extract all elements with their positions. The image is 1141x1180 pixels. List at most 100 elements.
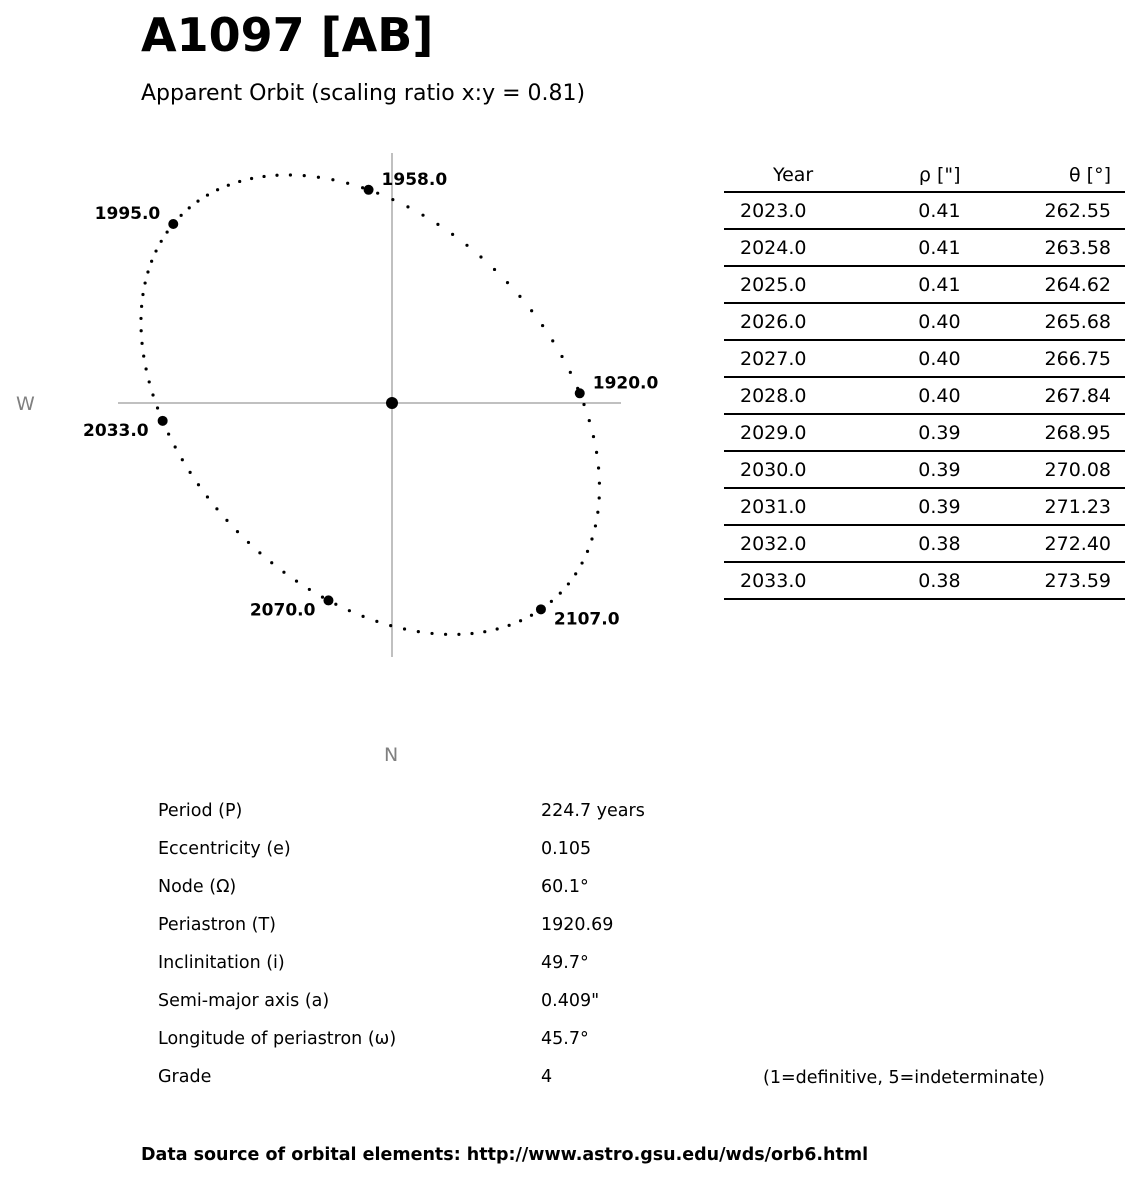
orbit-dot [421,213,425,217]
orbit-dot [507,623,511,627]
orbit-dot [582,402,586,407]
epoch-marker [157,415,168,426]
table-row: 2029.0 0.39 268.95 [724,414,1125,452]
orbit-dot [180,458,184,462]
theta-cell: 273.59 [960,562,1125,600]
epoch-label: 1920.0 [593,373,659,393]
year-cell: 2033.0 [724,562,814,600]
theta-cell: 271.23 [960,488,1125,526]
orbit-dot [560,354,564,359]
year-cell: 2027.0 [724,340,814,378]
north-label: N [384,744,398,766]
orbit-dot [483,630,487,634]
orbit-dot [465,243,469,247]
orbit-dot [585,549,590,553]
orbit-dot [430,631,434,636]
theta-cell: 265.68 [960,303,1125,341]
orbit-dot [587,418,591,423]
orbit-dot [225,518,229,522]
element-value: 4 [541,1067,553,1087]
orbit-dot [347,609,351,613]
orbit-dot [282,570,286,574]
orbit-dot [451,232,455,237]
orbit-dot [226,183,230,187]
table-row: 2028.0 0.40 267.84 [724,377,1125,415]
orbit-dot [376,191,380,195]
orbit-dot [187,206,191,210]
orbit-dot [361,186,365,190]
element-label: Periastron (T) [158,915,276,935]
orbit-dot [188,470,192,474]
theta-cell: 266.75 [960,340,1125,378]
rho-cell: 0.41 [813,192,961,230]
orbit-dot [235,530,240,534]
orbit-dot [436,222,440,226]
table-row: 2026.0 0.40 265.68 [724,303,1125,341]
orbit-dot [479,255,483,259]
element-value: 49.7° [541,953,589,973]
epoch-label: 1958.0 [382,170,448,190]
orbit-dot [205,495,210,499]
epoch-label: 1995.0 [95,204,161,224]
theta-cell: 262.55 [960,192,1125,230]
year-cell: 2025.0 [724,266,814,304]
orbit-dot [492,267,497,272]
theta-cell: 267.84 [960,377,1125,415]
orbit-dot [302,174,306,178]
col-rho: ρ ["] [813,158,961,193]
orbit-dot [597,496,601,500]
orbit-dot [558,591,562,595]
orbit-dot [597,481,602,485]
orbit-dot [215,188,220,192]
table-row: 2025.0 0.41 264.62 [724,266,1125,304]
orbit-dot [320,595,325,599]
orbit-dot [154,249,158,253]
orbit-dot [238,179,242,184]
element-label: Semi-major axis (a) [158,991,330,1011]
orbit-dot [580,561,584,565]
year-cell: 2023.0 [724,192,814,230]
epoch-label: 2107.0 [554,609,620,629]
rho-cell: 0.38 [813,525,961,563]
orbit-dot [167,432,171,436]
theta-cell: 270.08 [960,451,1125,489]
orbit-dot [590,537,594,541]
orbit-dot [594,450,599,455]
rho-cell: 0.39 [813,451,961,489]
orbit-dot [275,173,279,177]
orbit-plot: W N 1920.0 1958.0 1995.0 2033.0 2070.0 2107.0 [16,153,659,766]
rho-cell: 0.40 [813,303,961,341]
year-cell: 2029.0 [724,414,814,452]
theta-cell: 272.40 [960,525,1125,563]
orbit-dot [139,316,143,321]
orbit-dot [143,281,147,285]
rho-cell: 0.40 [813,340,961,378]
epoch-marker [323,595,334,606]
element-label: Node (Ω) [158,877,237,897]
primary-star [386,397,398,409]
orbit-dot [457,632,461,636]
epoch-label: 2033.0 [83,421,149,441]
orbit-dot [246,540,251,545]
year-cell: 2026.0 [724,303,814,341]
element-value: 1920.69 [541,915,614,935]
table-row: 2024.0 0.41 263.58 [724,229,1125,267]
orbit-dot [443,632,448,636]
element-value: 0.409" [541,991,600,1011]
orbit-dot [518,619,523,623]
element-value: 224.7 years [541,801,645,821]
element-value: 45.7° [541,1029,589,1049]
col-year: Year [724,158,814,193]
theta-cell: 263.58 [960,229,1125,267]
orbit-dot [505,280,510,285]
orbit-dot [391,197,395,202]
orbit-dot [146,270,150,274]
table-row: 2023.0 0.41 262.55 [724,192,1125,230]
data-source-footer: Data source of orbital elements: http://… [141,1145,869,1165]
table-header-row: Year ρ ["] θ [°] [724,158,1125,193]
orbit-dot [196,483,201,487]
theta-cell: 268.95 [960,414,1125,452]
element-value: 0.105 [541,839,592,859]
orbit-dot [540,323,545,328]
